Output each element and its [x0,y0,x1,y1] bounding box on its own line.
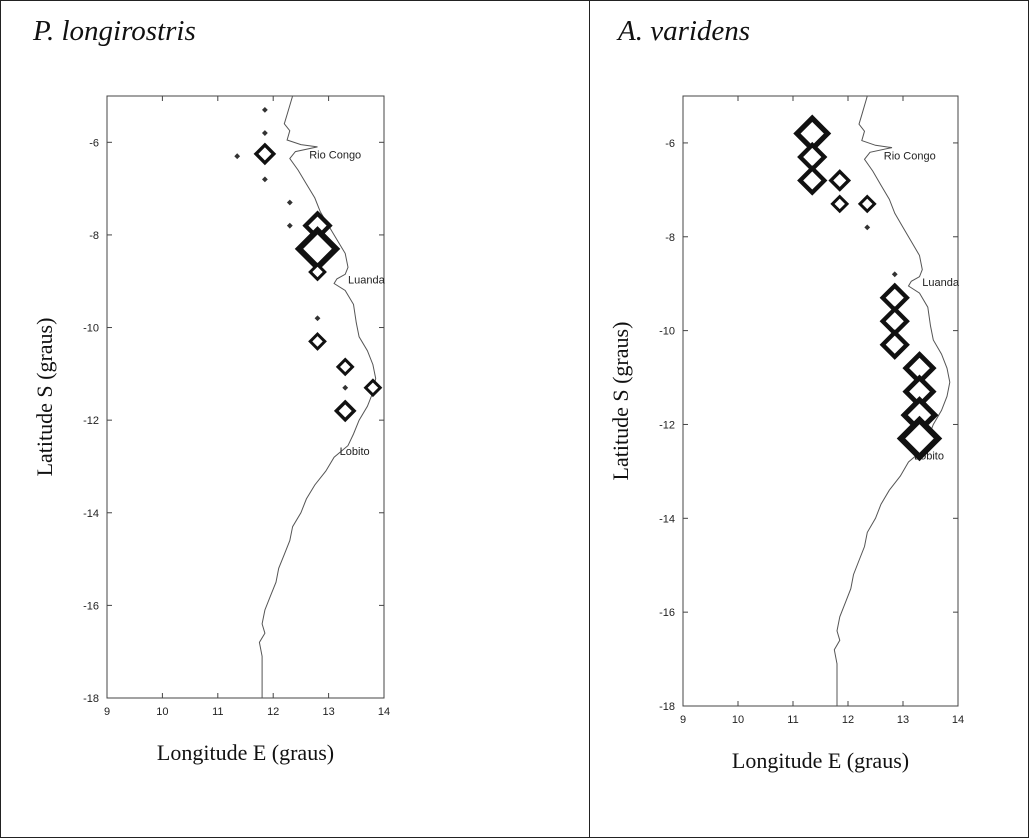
y-tick-label: -14 [83,508,99,520]
place-label: Rio Congo [884,150,936,162]
data-point [891,271,898,278]
data-point [253,142,277,166]
y-tick-label: -12 [83,415,99,427]
data-point [314,315,321,322]
data-point [857,194,877,214]
coastline [258,95,377,698]
y-tick-label: -12 [659,419,675,431]
data-point [335,357,355,377]
coastline [833,95,951,706]
x-tick-label: 14 [952,714,964,726]
data-point [879,329,910,360]
plot-frame [106,95,385,699]
data-point [261,130,268,136]
y-tick-label: -14 [659,513,675,525]
chart-1: 9 10 11 12 13 14 -6 -8 -10 -12 -14 -16 -18 Rio Congo L… [608,95,964,773]
data-point [261,106,268,113]
x-tick-label: 13 [897,714,909,726]
data-point [294,226,341,272]
chart-title: P. longirostris [33,15,196,47]
data-point [363,378,383,398]
x-tick-label: 10 [156,706,168,718]
x-tick-label: 9 [680,714,686,726]
data-point [864,224,871,231]
y-tick-label: -18 [659,701,675,713]
data-point [797,165,828,196]
x-tick-label: 14 [378,706,390,718]
place-label: Rio Congo [309,150,361,162]
y-tick-label: -6 [89,137,99,149]
data-point [308,262,327,282]
y-tick-label: -8 [89,230,99,242]
y-tick-label: -6 [665,138,675,150]
y-axis-label: Latitude S (graus) [32,318,57,477]
x-tick-label: 10 [732,714,744,726]
x-axis-label: Longitude E (graus) [732,748,909,773]
y-tick-label: -16 [659,607,675,619]
data-point [286,199,293,206]
data-point [828,169,852,192]
y-axis-label: Latitude S (graus) [608,322,633,481]
x-tick-label: 11 [787,714,798,726]
data-point [308,332,327,351]
place-label: Luanda [922,277,960,289]
plot-frame [682,95,959,707]
x-tick-label: 11 [212,706,223,718]
data-point [261,176,268,183]
place-label: Luanda [348,275,386,287]
data-point [286,222,293,229]
y-tick-label: -16 [83,600,99,612]
x-tick-label: 12 [267,706,279,718]
data-point [342,384,349,391]
y-tick-label: -8 [665,232,675,244]
x-tick-label: 9 [104,706,110,718]
data-point [333,399,357,423]
y-tick-label: -10 [659,326,675,338]
data-point [234,153,241,160]
chart-title: A. varidens [618,15,751,47]
place-label: Lobito [340,446,370,458]
x-tick-label: 13 [322,706,334,718]
x-tick-label: 12 [842,714,854,726]
x-axis-label: Longitude E (graus) [157,740,334,765]
data-point [896,415,943,462]
data-point [830,194,850,214]
chart-0: 9 10 11 12 13 14 -6 -8 -10 -12 -14 -16 -18 Rio Congo L… [32,95,390,765]
y-tick-label: -10 [83,323,99,335]
y-tick-label: -18 [83,693,99,705]
